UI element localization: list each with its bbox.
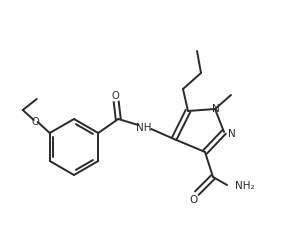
Text: N: N [212,104,220,113]
Text: NH: NH [137,122,152,132]
Text: O: O [111,91,119,101]
Text: O: O [189,194,197,204]
Text: N: N [228,128,236,138]
Text: O: O [32,117,40,126]
Text: NH₂: NH₂ [235,180,255,190]
